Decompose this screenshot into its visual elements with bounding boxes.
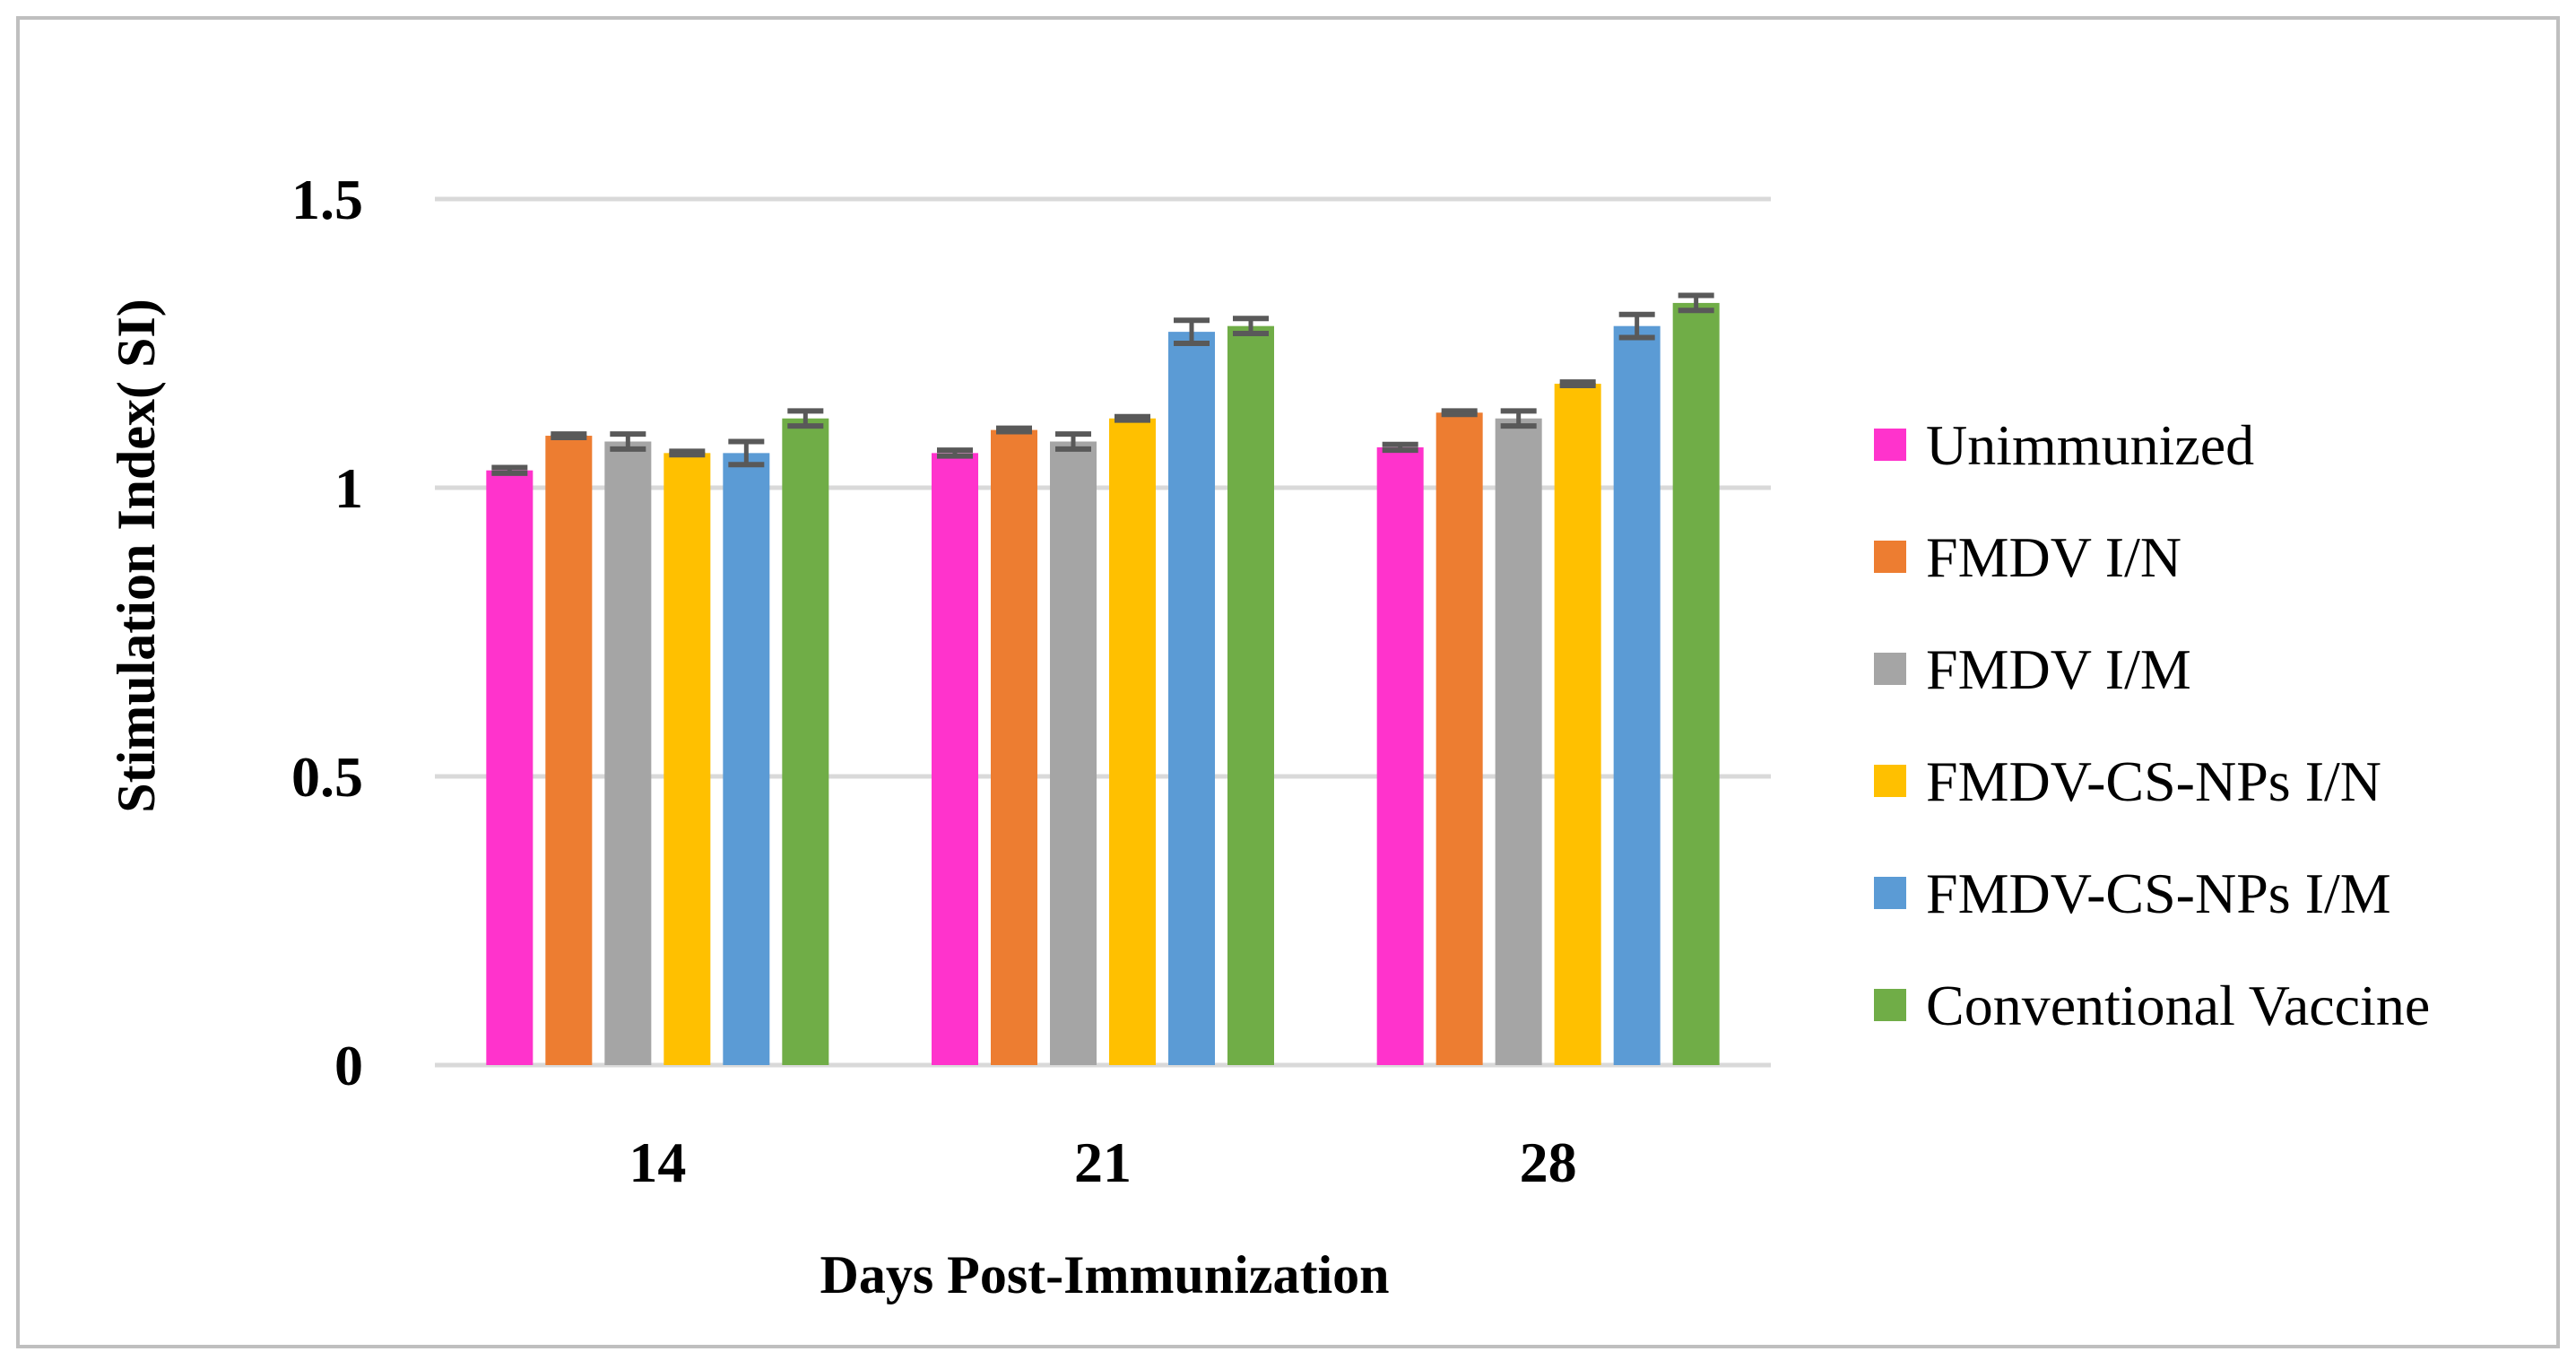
bar — [782, 418, 829, 1066]
legend-item: Unimmunized — [1874, 413, 2254, 477]
legend-label: FMDV-CS-NPs I/N — [1926, 749, 2381, 813]
bar — [1495, 418, 1542, 1066]
error-bar — [491, 464, 528, 476]
bar — [932, 453, 978, 1065]
y-tick-label: 1 — [334, 456, 363, 520]
error-bar — [669, 448, 706, 458]
y-tick-label: 1.5 — [291, 168, 363, 231]
error-bar — [1382, 441, 1418, 454]
error-bar — [1618, 311, 1655, 341]
legend-item: FMDV I/M — [1874, 637, 2191, 701]
legend-swatch — [1874, 429, 1906, 461]
x-tick-label: 28 — [1520, 1131, 1577, 1194]
x-axis-ticks: 14 21 28 — [629, 1131, 1576, 1194]
bar — [604, 441, 652, 1066]
bar — [723, 453, 770, 1065]
y-axis-ticks: 0 0.5 1 1.5 — [291, 168, 363, 1097]
bars — [486, 302, 1720, 1066]
legend-item: FMDV-CS-NPs I/N — [1874, 749, 2381, 813]
error-bar — [1115, 413, 1150, 423]
bar — [486, 470, 533, 1065]
legend-item: Conventional Vaccine — [1874, 974, 2430, 1037]
error-bar — [1559, 379, 1596, 389]
error-bar — [1055, 431, 1091, 452]
error-bar — [996, 425, 1032, 435]
x-axis-title: Days Post-Immunization — [820, 1245, 1389, 1304]
x-tick-label: 14 — [629, 1131, 686, 1194]
grid-lines — [435, 196, 1771, 1068]
error-bar — [787, 408, 824, 429]
legend-label: FMDV I/N — [1926, 525, 2181, 589]
y-tick-label: 0.5 — [291, 745, 363, 809]
legend: Unimmunized FMDV I/N FMDV I/M FMDV-CS-NPs I… — [1874, 413, 2430, 1037]
bar — [664, 453, 711, 1065]
bar — [1435, 412, 1483, 1065]
bar — [991, 429, 1037, 1066]
error-bar — [728, 438, 765, 468]
bar — [1672, 302, 1720, 1065]
x-tick-label: 21 — [1074, 1131, 1132, 1194]
bar — [1109, 418, 1156, 1066]
error-bar — [1174, 317, 1210, 346]
bar — [1227, 325, 1274, 1065]
bar — [1050, 441, 1097, 1066]
error-bar — [1500, 408, 1537, 429]
legend-swatch — [1874, 989, 1906, 1021]
legend-swatch — [1874, 541, 1906, 573]
legend-label: Conventional Vaccine — [1926, 974, 2430, 1037]
y-tick-label: 0 — [334, 1034, 363, 1097]
y-axis-title: Stimulation Index( SI) — [107, 299, 166, 812]
legend-swatch — [1874, 765, 1906, 797]
error-bars — [491, 292, 1714, 476]
error-bar — [551, 431, 587, 440]
error-bar — [1233, 316, 1269, 337]
error-bar — [610, 431, 646, 452]
legend-item: FMDV-CS-NPs I/M — [1874, 862, 2391, 925]
legend-swatch — [1874, 877, 1906, 909]
bar — [1613, 325, 1661, 1065]
bar — [1168, 332, 1215, 1065]
bar — [1376, 446, 1424, 1065]
legend-swatch — [1874, 653, 1906, 685]
legend-label: Unimmunized — [1926, 413, 2254, 477]
legend-label: FMDV I/M — [1926, 637, 2191, 701]
error-bar — [1678, 292, 1714, 314]
chart-border — [16, 16, 2560, 1348]
bar — [1554, 384, 1601, 1066]
error-bar — [1441, 408, 1478, 418]
legend-item: FMDV I/N — [1874, 525, 2181, 589]
error-bar — [937, 447, 973, 459]
legend-label: FMDV-CS-NPs I/M — [1926, 862, 2391, 925]
bar — [545, 436, 593, 1065]
